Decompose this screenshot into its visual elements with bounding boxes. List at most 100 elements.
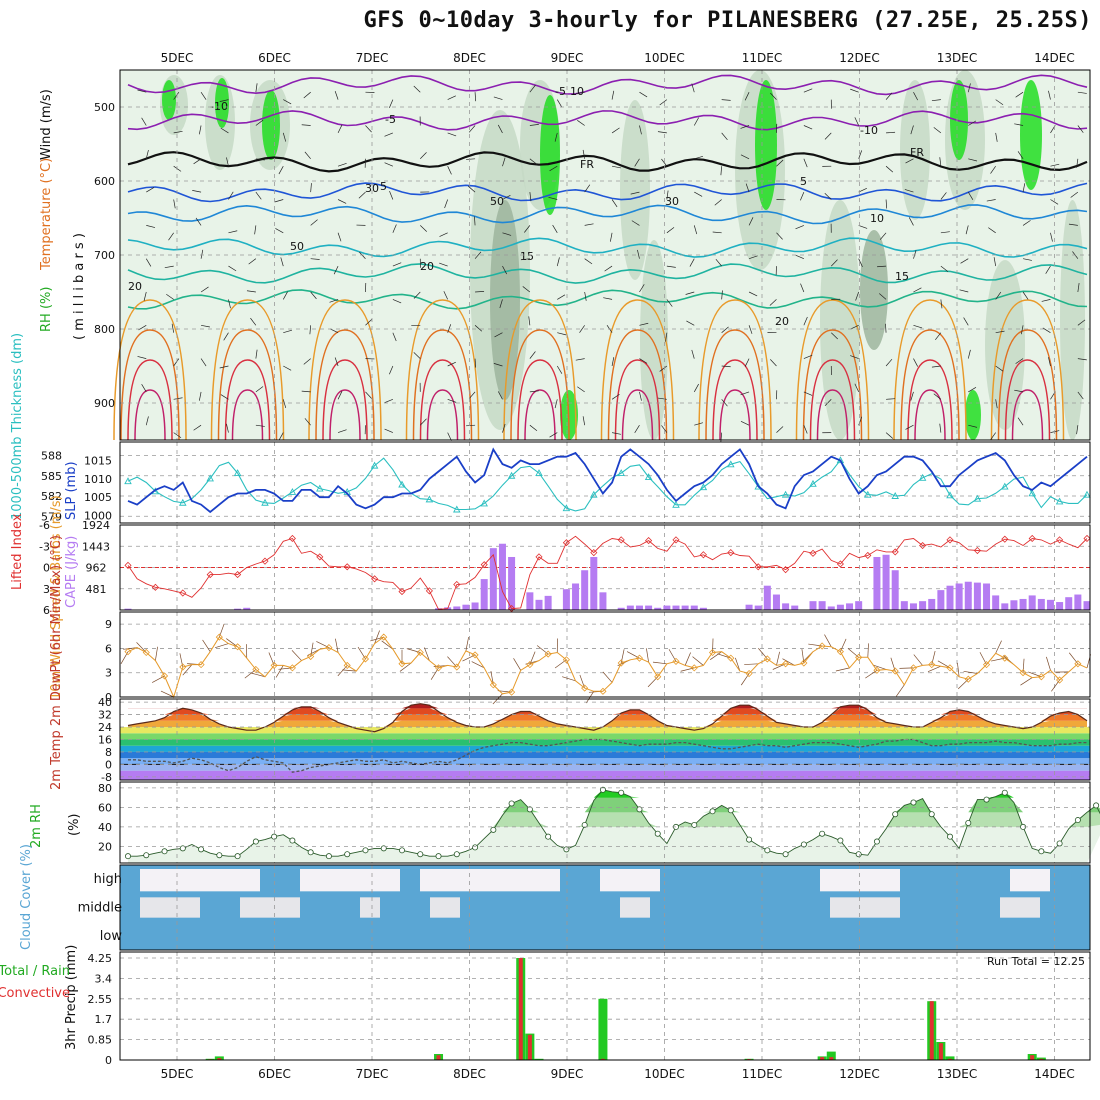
wind-barb (603, 297, 613, 300)
wind-barb (168, 232, 174, 241)
wind-speed-point (307, 652, 315, 661)
warm-contour (426, 389, 459, 441)
rh-point (307, 849, 314, 856)
wind-speed-point (252, 665, 260, 674)
panel-frame-upper (119, 69, 1091, 441)
upper-air-panel: -10 -5 -5 -10 10 5 5 10 FR FR 15 15 20 20 20 30 30 50 50 (113, 70, 1090, 442)
rh-point (855, 851, 862, 858)
tick-labels: 5006007008009005795825855881000100510101… (39, 101, 122, 1067)
wind-barb (1014, 389, 1024, 393)
wind-barb (879, 293, 887, 300)
wind-barb (577, 120, 585, 126)
wind-barb (1022, 291, 1029, 300)
cape-bar (791, 605, 799, 610)
wind-barb (374, 630, 380, 644)
wind-speed-line (127, 636, 1088, 699)
wind-speed-point (928, 661, 936, 669)
wind-barb (1022, 220, 1031, 226)
wind-barb (721, 132, 728, 141)
temp2m-panel (120, 699, 1090, 780)
warm-contour (914, 389, 946, 441)
rh-ylabel: 2m RH (29, 804, 44, 848)
lifted-index-point (973, 546, 981, 555)
wind-barb (646, 648, 649, 663)
wind-barb (908, 217, 914, 226)
wind-barb (214, 643, 229, 648)
wind-barb (173, 130, 183, 134)
wind-barb (634, 425, 640, 434)
cape-bar (572, 583, 580, 610)
wind-barb (913, 92, 919, 101)
lifted-index-point (288, 534, 296, 543)
wind-barb (940, 265, 949, 272)
wind-barb (254, 225, 257, 235)
convective-bar (938, 1043, 943, 1060)
wind-speed-point (800, 659, 808, 667)
dewpoint-line (128, 738, 1087, 773)
wind-barb (639, 125, 642, 135)
rh-point (1001, 789, 1008, 796)
wind-barb (694, 422, 704, 426)
wind-barb (770, 92, 777, 100)
wind-barb (885, 358, 893, 367)
cape-bar (973, 582, 981, 610)
wind-barb (228, 265, 237, 272)
cape-bar (928, 598, 936, 610)
wind-barb (720, 166, 723, 176)
wind-barb (384, 162, 394, 167)
warm-contour (997, 329, 1058, 441)
rh-point (727, 807, 734, 814)
wind-barb (358, 191, 366, 199)
thickness-point (864, 490, 872, 498)
wind-barb (691, 83, 695, 93)
wind-barb (582, 416, 586, 426)
wind-barb (858, 187, 867, 193)
lifted-index-point (782, 566, 790, 574)
wind-barb (740, 125, 750, 129)
wind-barb (904, 189, 914, 193)
rh-point (581, 821, 588, 828)
wind-barb (965, 225, 969, 235)
wind-speed-point (946, 664, 954, 672)
wind-barb (913, 324, 923, 329)
wind-barb (721, 365, 731, 368)
wind-barb (1070, 191, 1079, 198)
wind-barb (872, 664, 887, 670)
wind-barb (1076, 425, 1079, 435)
wind-barb (665, 332, 668, 342)
wind-barb (304, 151, 311, 160)
panel-frame-cloud (119, 864, 1091, 951)
wind-speed-point (873, 666, 881, 674)
contour-label: 50 (490, 195, 504, 208)
wind-barb (164, 265, 174, 269)
rh-tick: 60 (98, 801, 112, 814)
wind-barb (967, 83, 971, 93)
wind-barb (199, 391, 202, 401)
cloud-mid (620, 897, 650, 918)
cape-bar (983, 583, 991, 610)
wind-barb (927, 665, 942, 673)
cloud-high (140, 869, 260, 892)
warm-contour (900, 329, 960, 441)
thickness-point (1083, 490, 1091, 498)
wind-barb (399, 662, 412, 672)
convective-bar (436, 1055, 441, 1060)
wind-barb (740, 420, 750, 426)
wind-barb (145, 416, 149, 426)
lifted-index-point (453, 580, 461, 589)
rh-blob (490, 200, 520, 400)
wind-speed-point (343, 661, 351, 669)
rh-point (1038, 848, 1045, 855)
temp-warm-fill (128, 703, 1087, 709)
wind-barb (278, 432, 284, 441)
rh-point (362, 847, 369, 854)
thickness-point (179, 498, 187, 506)
wind-barb (639, 358, 648, 364)
temp-band (120, 758, 1090, 765)
wind-barb (611, 127, 620, 134)
precip-tick: 0 (105, 1054, 112, 1067)
wind-barb (795, 254, 805, 260)
day-label-bottom: 10DEC (644, 1067, 684, 1081)
wind-barb (910, 391, 914, 401)
wind-barb (255, 191, 262, 200)
